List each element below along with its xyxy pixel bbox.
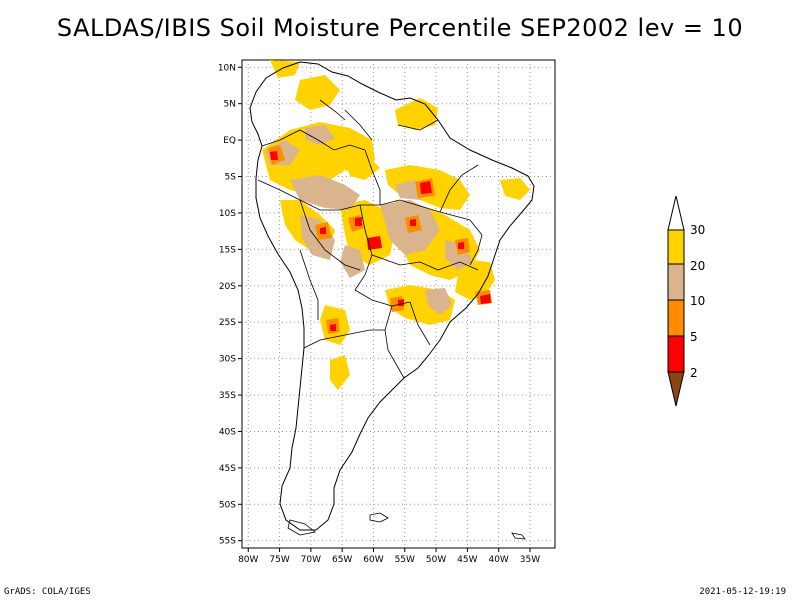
lat-tick-label: 35S	[219, 391, 236, 401]
lat-tick-label: 25S	[219, 318, 236, 328]
lon-tick-label: 70W	[301, 555, 321, 565]
legend-label-2: 2	[690, 366, 698, 380]
lat-tick-label: 5N	[224, 100, 236, 110]
lat-tick-label: 5S	[225, 173, 237, 183]
legend-2-5-box	[667, 335, 685, 373]
lon-tick-label: 45W	[457, 555, 477, 565]
lat-tick-label: 30S	[219, 355, 236, 365]
lat-tick-label: 45S	[219, 464, 236, 474]
country-borders	[257, 99, 483, 379]
lon-tick-label: 40W	[488, 555, 508, 565]
lat-tick-label: 10N	[218, 63, 236, 73]
legend-label-10: 10	[690, 294, 705, 308]
lon-axis: 80W 75W 70W 65W 60W 55W 50W 45W 40W 35W	[238, 548, 540, 565]
lon-tick-label: 65W	[332, 555, 352, 565]
islands	[287, 512, 526, 540]
lat-tick-label: 50S	[219, 500, 236, 510]
lon-tick-label: 75W	[269, 555, 289, 565]
lat-tick-label: 40S	[219, 427, 236, 437]
legend-10-20-box	[667, 263, 685, 301]
continent-outline	[249, 61, 535, 531]
legend-5-10-box	[667, 299, 685, 337]
lon-tick-label: 80W	[238, 555, 258, 565]
footer-timestamp: 2021-05-12-19:19	[699, 587, 786, 597]
percentile-shading	[262, 60, 530, 390]
lat-tick-label: 55S	[219, 537, 236, 547]
lat-tick-label: 10S	[219, 209, 236, 219]
map-title: SALDAS/IBIS Soil Moisture Percentile SEP…	[56, 14, 744, 42]
footer-credit: GrADS: COLA/IGES	[4, 587, 91, 597]
lat-tick-label: EQ	[223, 136, 236, 146]
lon-tick-label: 60W	[363, 555, 383, 565]
legend-lt2-triangle	[667, 371, 685, 407]
legend-gt30-triangle	[667, 195, 685, 231]
lat-tick-label: 15S	[219, 245, 236, 255]
lat-tick-label: 20S	[219, 282, 236, 292]
lon-tick-label: 35W	[520, 555, 540, 565]
lon-tick-label: 50W	[426, 555, 446, 565]
lat-axis: 10N 5N EQ 5S 10S 15S 20S 25S 30S 35S 40S 45S 50S 55S	[218, 63, 242, 547]
legend-20-30-box	[667, 229, 685, 265]
legend-label-20: 20	[690, 259, 705, 273]
lon-tick-label: 55W	[395, 555, 415, 565]
legend-label-5: 5	[690, 330, 698, 344]
legend-label-30: 30	[690, 223, 705, 237]
legend-colorbar: 30 20 10 5 2	[667, 195, 705, 407]
